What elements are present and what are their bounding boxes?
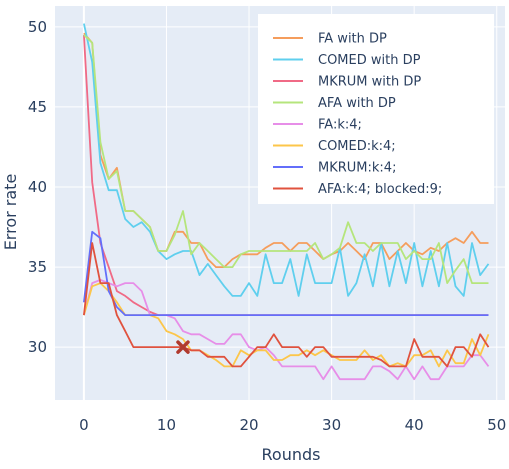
legend-label: AFA with DP [318,96,396,111]
series-line-afa-k-4-blocked-9 [83,242,490,368]
legend-item: COMED with DP [273,53,421,68]
legend-item: AFA:k:4; blocked:9; [273,182,442,197]
y-tick-label: 30 [28,338,47,356]
legend-item: FA:k:4; [273,118,362,133]
legend-label: FA:k:4; [318,118,362,133]
blocked-marker [176,340,190,354]
y-axis-title: Error rate [1,174,20,251]
x-tick-label: 10 [157,416,176,434]
series-line-comed-with-dp [83,23,490,297]
legend-label: FA with DP [318,32,387,47]
axis-ticks: 0 10 20 30 40 50 30 35 40 45 50 [28,18,506,434]
x-tick-label: 40 [405,416,424,434]
legend-label: COMED with DP [318,53,421,68]
markers [176,340,190,354]
y-tick-label: 45 [28,98,47,116]
x-tick-label: 0 [79,416,89,434]
y-tick-label: 40 [28,178,47,196]
x-tick-label: 20 [239,416,258,434]
series-lines [83,23,490,381]
legend-item: COMED:k:4; [273,139,396,154]
legend-label: AFA:k:4; blocked:9; [318,182,442,197]
x-tick-label: 30 [322,416,341,434]
x-axis-title: Rounds [262,445,321,464]
legend: FA with DP COMED with DP MKRUM with DP AFA … [258,14,494,204]
legend-label: MKRUM:k:4; [318,161,396,176]
series-line-mkrum-k-4 [83,230,489,317]
legend-item: FA with DP [273,32,387,47]
legend-item: MKRUM with DP [273,75,421,90]
legend-label: COMED:k:4; [318,139,396,154]
y-tick-label: 50 [28,18,47,36]
series-line-afa-with-dp [83,34,489,285]
x-tick-label: 50 [487,416,506,434]
legend-item: MKRUM:k:4; [273,161,396,176]
legend-label: MKRUM with DP [318,75,421,90]
legend-item: AFA with DP [273,96,396,111]
y-tick-label: 35 [28,258,47,276]
legend-box [258,14,494,204]
